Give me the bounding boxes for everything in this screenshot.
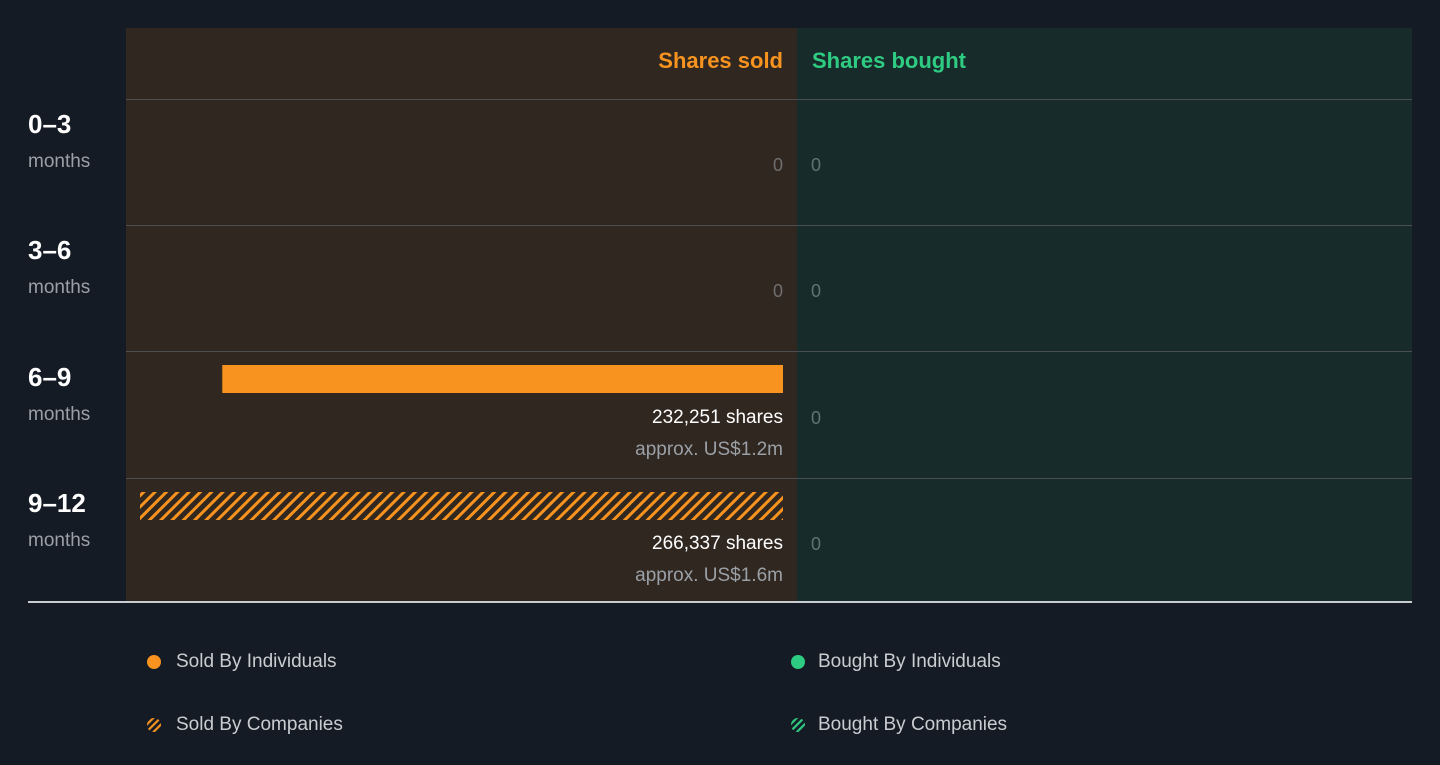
bought-value: 0: [811, 534, 822, 554]
shares-sold-header: Shares sold: [658, 48, 783, 73]
legend-dot-bought-companies: [791, 718, 805, 732]
sold-value: 0: [772, 281, 783, 301]
legend-sold-companies[interactable]: Sold By Companies: [176, 713, 343, 737]
sold-shares-label: 266,337 shares: [652, 533, 783, 554]
period-unit: months: [28, 277, 91, 298]
legend-dot-sold-companies: [147, 718, 161, 732]
period-label: 6–9: [28, 362, 72, 392]
period-unit: months: [28, 404, 91, 425]
sold-value-approx: approx. US$1.2m: [635, 439, 783, 460]
sold-value: 0: [772, 155, 783, 175]
row-divider: [126, 351, 1412, 352]
row-divider: [126, 99, 1412, 100]
bar-sold-companies: [140, 492, 783, 520]
legend-label: Sold By Individuals: [176, 651, 337, 672]
legend-label: Bought By Companies: [818, 714, 1008, 735]
shares-bought-header: Shares bought: [812, 48, 967, 73]
legend-dot-bought-individuals: [791, 655, 805, 669]
bought-value: 0: [811, 155, 822, 175]
period-label: 3–6: [28, 235, 72, 265]
period-label: 0–3: [28, 109, 72, 139]
legend-label: Bought By Individuals: [818, 651, 1001, 672]
sold-shares-label: 232,251 shares: [652, 407, 783, 428]
legend-dot-sold-individuals: [147, 655, 161, 669]
period-unit: months: [28, 151, 91, 172]
row-divider: [126, 225, 1412, 226]
period-unit: months: [28, 530, 91, 551]
shares-bought-panel: [797, 28, 1412, 602]
bought-value: 0: [811, 408, 822, 428]
bought-value: 0: [811, 281, 822, 301]
legend-bought-companies[interactable]: Bought By Companies: [818, 713, 1007, 737]
chart-baseline: [28, 601, 1412, 603]
sold-value-approx: approx. US$1.6m: [635, 565, 783, 586]
period-label: 9–12: [28, 488, 86, 518]
row-divider: [126, 478, 1412, 479]
legend-bought-individuals[interactable]: Bought By Individuals: [818, 650, 1001, 674]
bar-sold-individuals: [222, 365, 783, 393]
legend-label: Sold By Companies: [176, 714, 343, 735]
legend-sold-individuals[interactable]: Sold By Individuals: [176, 650, 337, 674]
